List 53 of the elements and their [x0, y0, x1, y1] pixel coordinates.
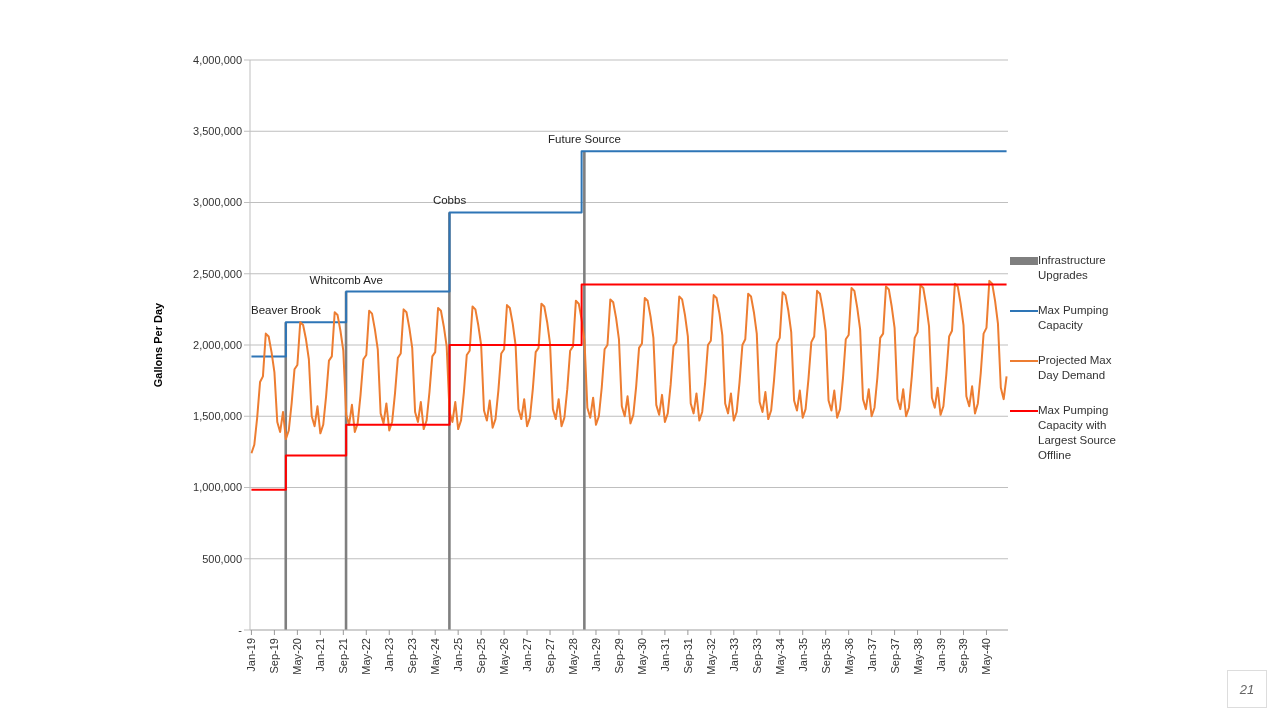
- x-tick-label: May-36: [842, 638, 855, 675]
- y-tick-label: 3,500,000: [193, 125, 242, 138]
- x-tick-label: Sep-37: [888, 638, 901, 674]
- x-tick-label: Sep-29: [612, 638, 625, 674]
- y-tick-label: 4,000,000: [193, 53, 242, 66]
- legend-label: Max Pumping Capacity: [1038, 303, 1110, 333]
- y-tick-label: 2,500,000: [193, 267, 242, 280]
- x-tick-label: Jan-33: [727, 638, 740, 672]
- legend-label: Max Pumping Capacity with Largest Source Offline: [1038, 403, 1117, 463]
- x-tick-label: May-38: [911, 638, 924, 675]
- text: 21: [1227, 670, 1267, 708]
- x-tick-label: May-34: [773, 638, 786, 675]
- x-tick-label: Sep-19: [268, 638, 281, 674]
- x-tick-label: Sep-31: [681, 638, 694, 674]
- x-tick-label: Jan-29: [589, 638, 602, 672]
- y-tick-label: 2,000,000: [193, 338, 242, 351]
- x-tick-label: Sep-23: [406, 638, 419, 674]
- x-tick-label: Jan-39: [934, 638, 947, 672]
- x-tick-label: May-20: [291, 638, 304, 675]
- x-tick-label: May-30: [635, 638, 648, 675]
- annotation: Cobbs: [432, 194, 467, 207]
- x-tick-label: May-40: [980, 638, 993, 675]
- y-tick-label: 500,000: [202, 552, 242, 565]
- annotation: Future Source: [548, 133, 621, 146]
- x-tick-label: May-32: [704, 638, 717, 675]
- y-tick-label: 3,000,000: [193, 196, 242, 209]
- x-tick-label: Jan-21: [314, 638, 327, 672]
- y-axis-title: Gallons Per Day: [151, 301, 164, 388]
- x-tick-label: Sep-33: [750, 638, 763, 674]
- x-tick-label: Sep-25: [475, 638, 488, 674]
- legend-label: Projected Max Day Demand: [1038, 353, 1113, 383]
- x-tick-label: Sep-27: [544, 638, 557, 674]
- x-tick-label: Jan-27: [521, 638, 534, 672]
- x-tick-label: Jan-19: [245, 638, 258, 672]
- x-tick-label: May-24: [429, 638, 442, 675]
- x-tick-label: Jan-37: [865, 638, 878, 672]
- legend-label: Infrastructure Upgrades: [1038, 253, 1107, 283]
- x-tick-label: Sep-21: [337, 638, 350, 674]
- y-tick-label: 1,000,000: [193, 481, 242, 494]
- annotation: Whitcomb Ave: [309, 273, 383, 286]
- x-tick-label: Jan-23: [383, 638, 396, 672]
- x-tick-label: Jan-25: [452, 638, 465, 672]
- x-tick-label: May-26: [498, 638, 511, 675]
- y-tick-label: 1,500,000: [193, 410, 242, 423]
- bar: [583, 151, 586, 630]
- annotation: Beaver Brook: [251, 304, 321, 317]
- x-tick-label: Jan-31: [658, 638, 671, 672]
- x-tick-label: Sep-35: [819, 638, 832, 674]
- x-tick-label: May-22: [360, 638, 373, 675]
- y-tick-label: -: [238, 623, 243, 636]
- x-tick-label: Jan-35: [796, 638, 809, 672]
- x-tick-label: Sep-39: [957, 638, 970, 674]
- x-tick-label: May-28: [567, 638, 580, 675]
